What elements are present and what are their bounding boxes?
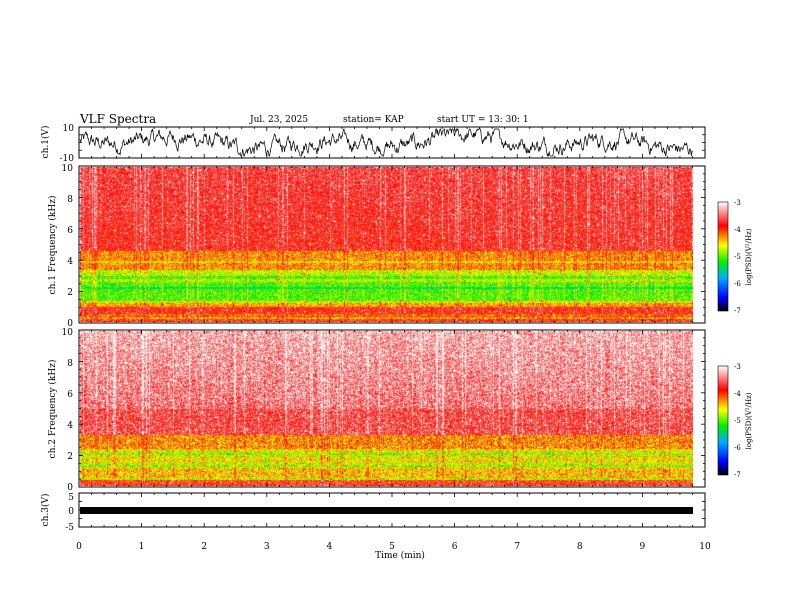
ch1-cb-tick-m6: -6 [734,280,741,288]
ch1-colorbar-gradient [717,201,729,312]
ch1-ytick-bottom: -10 [60,154,75,164]
xtick-9: 9 [640,542,646,552]
date-label: Jul. 23, 2025 [249,115,308,125]
ch1-cb-tick-m3: -3 [734,199,741,207]
ch2-cb-tick-m7: -7 [734,471,741,479]
ch1-cb-tick-m7: -7 [734,307,741,315]
ch2-colorbar: -3 -4 -5 -6 -7 log(PSD)(V²/Hz) [717,363,753,479]
ch1-ylabel: ch.1(V) [40,126,51,159]
ch2-spectrogram-yticks: 0 2 4 6 8 10 [62,328,74,493]
ch2-cb-tick-m3: -3 [734,363,741,371]
ch3-waveform-panel: 5 0 -5 ch.3(V) [40,492,706,533]
ch1-waveform-trace [79,128,693,158]
ch1-spec-ytick-2: 2 [67,288,73,298]
xtick-5: 5 [389,542,395,552]
x-axis-tick-labels: 0 1 2 3 4 5 6 7 8 9 10 [76,542,711,552]
ch1-cb-tick-m4: -4 [734,226,741,234]
xtick-10: 10 [699,542,711,552]
figure-title: VLF Spectra [79,112,156,126]
x-axis-label: Time (min) [375,550,425,561]
ch1-spec-ytick-8: 8 [67,195,73,205]
ch2-spec-ytick-4: 4 [67,421,73,431]
xtick-7: 7 [514,542,520,552]
ch3-waveform-trace [80,507,693,514]
xtick-0: 0 [76,542,82,552]
ch3-ylabel: ch.3(V) [40,494,51,527]
ch1-ytick-top: 10 [63,124,75,134]
axis-tick-marks [78,126,706,528]
ch3-ytick-top: 5 [68,493,74,503]
ch2-spec-ytick-8: 8 [67,359,73,369]
ch1-colorbar-label: log(PSD)(V²/Hz) [745,228,753,285]
ch3-ytick-bottom: -5 [65,523,74,533]
ch2-spectrogram-image [80,331,693,486]
xtick-3: 3 [264,542,270,552]
ch1-spectrogram-ylabel: ch.1 Frequency (kHz) [47,196,58,295]
ch2-cb-tick-m4: -4 [734,390,741,398]
ch1-spec-ytick-4: 4 [67,257,73,267]
ch2-spec-ytick-10: 10 [62,328,74,338]
ch1-spec-ytick-0: 0 [67,319,73,329]
ch1-spectrogram-image [80,167,693,322]
ch1-spectrogram-yticks: 0 2 4 6 8 10 [62,164,74,329]
ch2-colorbar-label: log(PSD)(V²/Hz) [745,392,753,449]
ch2-spectrogram-ylabel: ch.2 Frequency (kHz) [47,360,58,459]
ch1-cb-tick-m5: -5 [734,253,741,261]
ch2-spectrogram-panel: 0 2 4 6 8 10 ch.2 Frequency (kHz) [47,328,706,493]
ch2-spec-ytick-0: 0 [67,483,73,493]
xtick-2: 2 [201,542,207,552]
ch2-colorbar-gradient [717,365,729,476]
xtick-6: 6 [452,542,458,552]
start-time-label: start UT = 13: 30: 1 [437,115,529,125]
ch3-ytick-mid: 0 [68,507,74,517]
station-label: station= KAP [343,115,404,125]
xtick-4: 4 [327,542,333,552]
xtick-8: 8 [577,542,583,552]
ch2-spec-ytick-2: 2 [67,452,73,462]
ch2-spec-ytick-6: 6 [67,390,73,400]
ch1-spectrogram-panel: 0 2 4 6 8 10 ch.1 Frequency (kHz) [47,164,706,329]
ch1-spec-ytick-6: 6 [67,226,73,236]
xtick-1: 1 [139,542,145,552]
ch2-cb-tick-m5: -5 [734,417,741,425]
ch2-cb-tick-m6: -6 [734,444,741,452]
ch1-spec-ytick-10: 10 [62,164,74,174]
ch1-colorbar: -3 -4 -5 -6 -7 log(PSD)(V²/Hz) [717,199,753,315]
ch1-waveform-panel: 10 -10 ch.1(V) [40,124,706,164]
